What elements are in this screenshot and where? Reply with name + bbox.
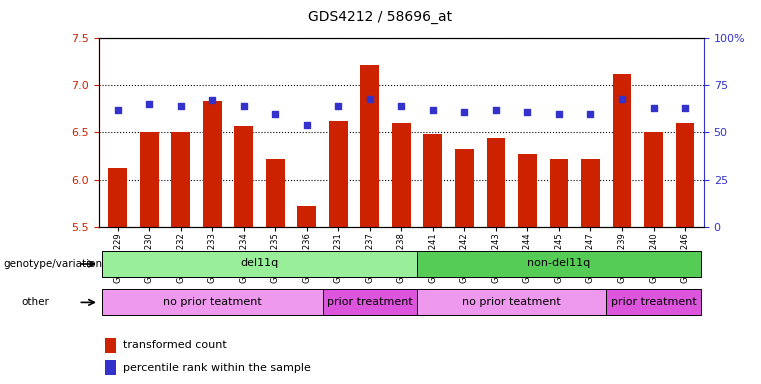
Bar [581,159,600,227]
Bar [171,132,190,227]
Bar [676,123,695,227]
Bar [518,154,537,227]
Bar [423,134,442,227]
Text: del11q: del11q [240,258,279,268]
Bar [323,290,417,315]
Point [112,107,124,113]
Bar [417,251,701,277]
Bar [234,126,253,227]
Point [206,98,218,104]
Bar [455,149,474,227]
Bar [102,290,323,315]
Bar [266,159,285,227]
Text: transformed count: transformed count [123,340,227,350]
Bar [108,168,127,227]
Text: non-del11q: non-del11q [527,258,591,268]
Bar [644,132,663,227]
Point [396,103,408,109]
Point [237,103,250,109]
Point [521,109,533,115]
Text: no prior teatment: no prior teatment [463,297,561,307]
Point [458,109,470,115]
Point [301,122,313,128]
Bar [298,206,317,227]
Text: prior treatment: prior treatment [610,297,696,307]
Text: GDS4212 / 58696_at: GDS4212 / 58696_at [308,10,453,23]
Point [679,105,691,111]
Bar [361,65,380,227]
Text: no prior teatment: no prior teatment [163,297,262,307]
Point [175,103,187,109]
Bar [486,138,505,227]
Text: percentile rank within the sample: percentile rank within the sample [123,362,311,373]
Bar [102,251,417,277]
Bar [549,159,568,227]
Bar [392,123,411,227]
Point [648,105,660,111]
Bar [417,290,607,315]
Point [269,111,282,117]
Point [333,103,345,109]
Text: prior treatment: prior treatment [327,297,412,307]
Text: other: other [21,297,49,307]
Bar [329,121,348,227]
Text: genotype/variation: genotype/variation [4,259,103,269]
Point [616,96,628,102]
Point [143,101,155,108]
Point [427,107,439,113]
Bar [140,132,159,227]
Point [553,111,565,117]
Point [364,96,376,102]
Bar [203,101,221,227]
Point [490,107,502,113]
Point [584,111,597,117]
Bar [105,338,116,353]
Bar [607,290,701,315]
Bar [613,74,632,227]
Bar [105,360,116,375]
